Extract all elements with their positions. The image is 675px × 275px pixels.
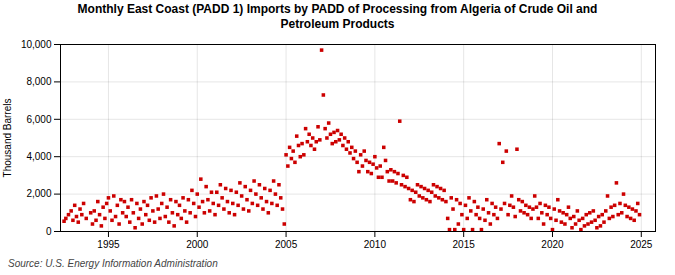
- svg-text:2020: 2020: [541, 239, 564, 250]
- svg-text:6,000: 6,000: [26, 114, 51, 125]
- svg-text:2,000: 2,000: [26, 188, 51, 199]
- html-text:Source: U.S. Energy Informatio: Source: U.S. Energy Information Administ…: [8, 258, 218, 269]
- svg-text:10,000: 10,000: [21, 39, 52, 50]
- svg-text:2025: 2025: [630, 239, 653, 250]
- svg-text:2010: 2010: [364, 239, 387, 250]
- svg-text:2000: 2000: [186, 239, 209, 250]
- svg-text:1995: 1995: [97, 239, 120, 250]
- svg-text:0: 0: [46, 226, 52, 237]
- svg-text:4,000: 4,000: [26, 151, 51, 162]
- svg-text:8,000: 8,000: [26, 76, 51, 87]
- svg-text:2015: 2015: [453, 239, 476, 250]
- svg-text:2005: 2005: [275, 239, 298, 250]
- svg-text:Thousand Barrels: Thousand Barrels: [2, 99, 13, 178]
- html-text:Monthly East Coast (PADD 1) Im: Monthly East Coast (PADD 1) Imports by P…: [77, 2, 598, 31]
